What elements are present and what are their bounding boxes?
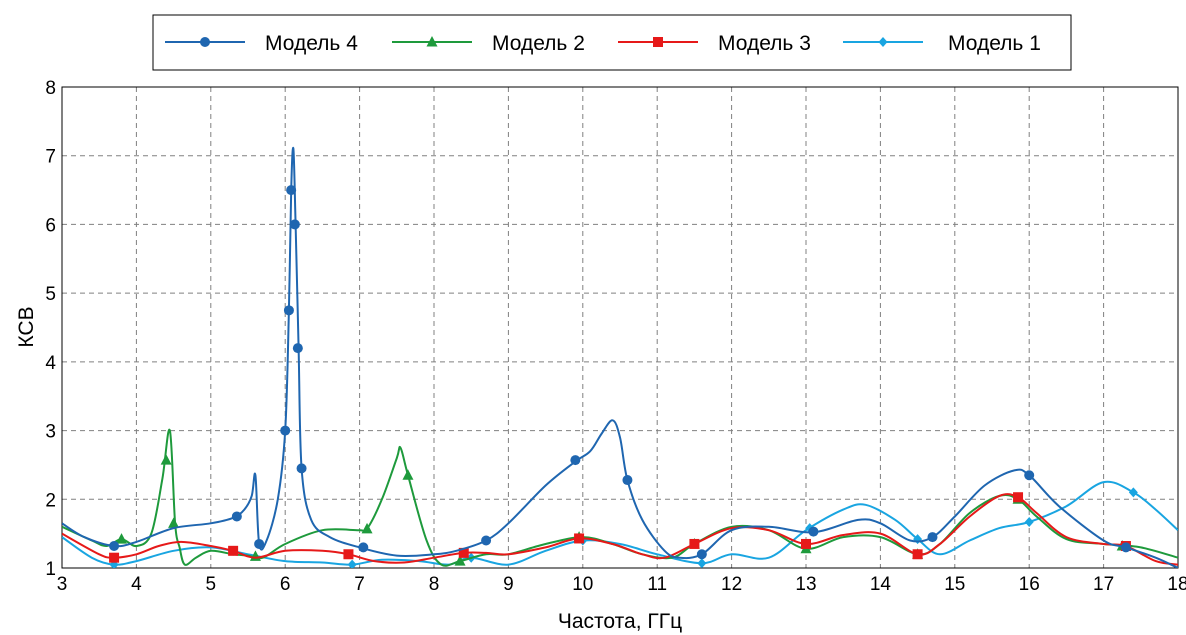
data-point: [116, 533, 128, 544]
y-tick-label: 8: [45, 78, 56, 99]
data-point: [289, 219, 300, 230]
data-point: [109, 552, 120, 563]
data-point: [1120, 542, 1131, 553]
x-tick-label: 7: [354, 574, 365, 595]
data-point: [458, 547, 469, 558]
x-tick-label: 18: [1167, 574, 1186, 595]
series-line: [62, 480, 1178, 566]
data-point: [283, 305, 294, 316]
y-axis-title: КСВ: [15, 306, 38, 347]
data-point: [228, 545, 239, 556]
x-tick-label: 4: [131, 574, 142, 595]
y-tick-label: 5: [45, 284, 56, 305]
data-point: [689, 538, 700, 549]
data-point: [1128, 487, 1138, 498]
x-tick-label: 14: [870, 574, 892, 595]
x-tick-label: 17: [1093, 574, 1114, 595]
data-point: [570, 455, 581, 466]
legend-marker: [426, 36, 438, 47]
data-point: [1024, 516, 1034, 527]
data-point: [454, 555, 466, 566]
data-point: [254, 538, 265, 549]
x-tick-label: 13: [795, 574, 816, 595]
legend: Модель 4 Модель 2 Модель 3 Модель 1: [152, 14, 1072, 71]
legend-label: Модель 1: [948, 32, 1041, 55]
x-tick-label: 3: [57, 574, 68, 595]
y-tick-label: 6: [45, 215, 56, 236]
data-point: [361, 522, 373, 534]
x-tick-label: 10: [572, 574, 593, 595]
x-tick-label: 12: [721, 574, 742, 595]
legend-item: Модель 2: [392, 32, 585, 55]
legend-marker: [653, 37, 663, 47]
data-point: [622, 475, 633, 486]
y-tick-label: 7: [45, 147, 56, 168]
series-line: [62, 493, 1178, 566]
x-tick-label: 8: [429, 574, 440, 595]
data-point: [286, 185, 297, 196]
data-point: [481, 535, 492, 546]
plot-area: [61, 86, 1179, 569]
data-point: [402, 469, 414, 480]
x-tick-label: 16: [1019, 574, 1040, 595]
data-point: [296, 463, 307, 474]
data-point: [358, 542, 369, 553]
series-3: [62, 492, 1178, 566]
data-point: [160, 454, 172, 465]
x-tick-label: 5: [206, 574, 217, 595]
data-point: [343, 549, 354, 560]
data-point: [697, 558, 707, 568]
data-point: [912, 549, 923, 560]
legend-label: Модель 4: [265, 32, 358, 55]
legend-item: Модель 4: [165, 32, 358, 55]
legend-item: Модель 3: [618, 32, 811, 55]
y-tick-label: 2: [45, 490, 56, 511]
legend-marker: [878, 37, 888, 47]
x-tick-label: 9: [503, 574, 514, 595]
legend-label: Модель 2: [492, 32, 585, 55]
x-tick-label: 11: [647, 574, 667, 595]
data-point: [168, 517, 180, 528]
x-tick-label: 6: [280, 574, 291, 595]
data-point: [574, 533, 585, 544]
legend-item: Модель 1: [843, 32, 1041, 55]
data-point: [292, 343, 303, 354]
series-layer: [62, 146, 1178, 568]
y-tick-label: 4: [45, 353, 56, 374]
x-tick-label: 15: [944, 574, 965, 595]
data-point: [696, 549, 707, 560]
legend-label: Модель 3: [718, 32, 811, 55]
data-point: [1013, 492, 1024, 503]
data-point: [109, 541, 120, 552]
data-point: [109, 559, 119, 568]
data-point: [280, 425, 291, 436]
data-point: [347, 559, 357, 568]
data-point: [231, 511, 242, 522]
data-point: [927, 532, 938, 543]
legend-marker: [200, 37, 210, 47]
data-point: [808, 526, 819, 537]
series-1: [62, 146, 1178, 568]
data-point: [801, 538, 811, 549]
data-point: [1024, 470, 1035, 481]
series-line: [62, 146, 1178, 568]
x-axis-title: Частота, ГГц: [558, 610, 682, 633]
y-tick-label: 3: [45, 422, 56, 443]
y-tick-label: 1: [45, 559, 56, 580]
